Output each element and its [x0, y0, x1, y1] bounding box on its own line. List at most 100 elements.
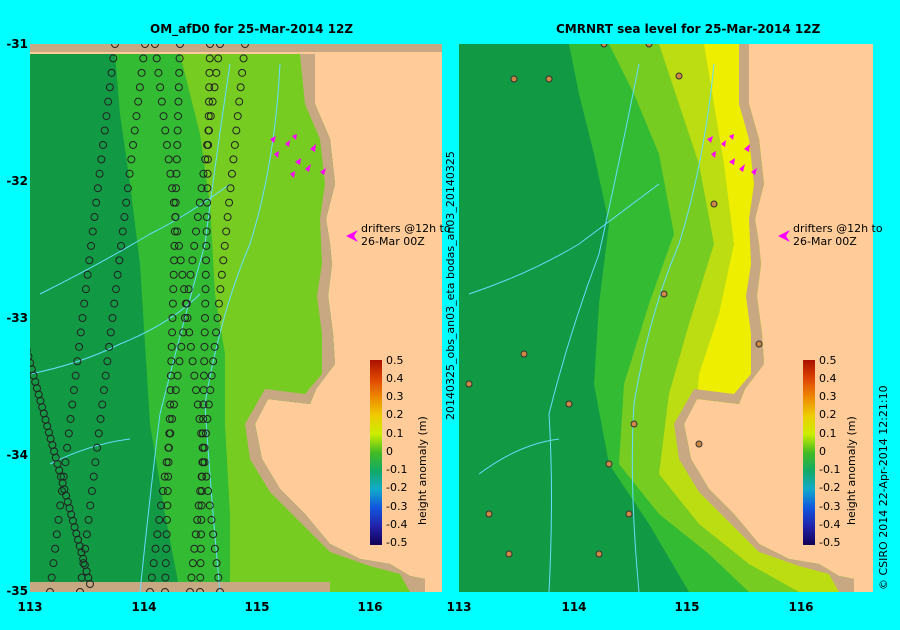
altimeter-obs-marker [68, 400, 77, 409]
altimeter-obs-marker [173, 227, 182, 236]
altimeter-obs-marker [57, 487, 66, 496]
altimeter-obs-marker [214, 54, 223, 63]
altimeter-obs-marker [129, 140, 138, 149]
altimeter-obs-marker [172, 184, 181, 193]
altimeter-obs-marker [199, 414, 208, 423]
altimeter-obs-marker [212, 328, 221, 337]
altimeter-obs-marker [205, 83, 214, 92]
altimeter-obs-marker [75, 342, 84, 351]
altimeter-obs-marker [64, 429, 73, 438]
station-obs-marker [695, 440, 703, 448]
altimeter-obs-marker [47, 573, 56, 582]
altimeter-obs-marker [179, 328, 188, 337]
altimeter-obs-marker [203, 155, 212, 164]
altimeter-obs-marker [157, 97, 166, 106]
altimeter-obs-marker [63, 443, 72, 452]
altimeter-obs-marker [199, 400, 208, 409]
altimeter-obs-marker [176, 44, 184, 48]
altimeter-obs-marker [161, 588, 169, 592]
altimeter-obs-marker [151, 544, 160, 553]
altimeter-obs-marker [177, 342, 186, 351]
left-colorbar [370, 360, 382, 545]
altimeter-obs-marker [207, 371, 216, 380]
altimeter-obs-marker [85, 256, 94, 265]
altimeter-obs-marker [86, 580, 94, 588]
altimeter-obs-marker [122, 198, 131, 207]
altimeter-obs-marker [117, 241, 126, 250]
altimeter-obs-marker [217, 270, 226, 279]
altimeter-obs-marker [203, 140, 212, 149]
altimeter-obs-marker [201, 314, 209, 322]
station-obs-marker [520, 350, 528, 358]
altimeter-obs-marker [188, 256, 197, 265]
altimeter-obs-marker [175, 357, 184, 366]
altimeter-obs-marker [76, 588, 84, 592]
altimeter-obs-marker [201, 285, 210, 294]
altimeter-obs-marker [91, 458, 100, 467]
altimeter-obs-marker [229, 155, 238, 164]
altimeter-obs-marker [105, 342, 114, 351]
altimeter-obs-marker [206, 44, 214, 48]
left-map-panel[interactable] [30, 44, 442, 592]
altimeter-obs-marker [204, 400, 213, 409]
altimeter-obs-marker [141, 44, 149, 48]
altimeter-obs-marker [199, 458, 208, 467]
altimeter-obs-marker [61, 458, 70, 467]
altimeter-obs-marker [98, 400, 107, 409]
altimeter-obs-marker [169, 400, 178, 409]
altimeter-obs-marker [167, 357, 176, 366]
altimeter-obs-marker [190, 241, 199, 250]
altimeter-obs-marker [203, 184, 212, 193]
altimeter-obs-marker [134, 97, 143, 106]
left-map-canvas [30, 44, 442, 592]
altimeter-obs-marker [99, 386, 108, 395]
altimeter-obs-marker [139, 54, 148, 63]
altimeter-obs-marker [110, 299, 119, 308]
altimeter-obs-marker [168, 414, 177, 423]
altimeter-obs-marker [203, 414, 212, 423]
altimeter-obs-marker [162, 140, 171, 149]
altimeter-obs-marker [170, 256, 179, 265]
altimeter-obs-marker [170, 241, 179, 250]
altimeter-obs-marker [100, 126, 109, 135]
altimeter-obs-marker [163, 487, 172, 496]
altimeter-obs-marker [202, 213, 211, 222]
altimeter-obs-marker [109, 54, 118, 63]
altimeter-obs-marker [199, 169, 208, 178]
altimeter-obs-marker [227, 169, 236, 178]
altimeter-obs-marker [171, 213, 180, 222]
altimeter-obs-marker [205, 501, 214, 510]
altimeter-obs-marker [187, 573, 196, 582]
altimeter-obs-marker [155, 515, 164, 524]
altimeter-obs-marker [205, 54, 214, 63]
altimeter-obs-marker [123, 184, 132, 193]
altimeter-obs-marker [87, 241, 96, 250]
altimeter-obs-marker [173, 371, 182, 380]
altimeter-obs-marker [152, 54, 161, 63]
altimeter-obs-marker [171, 198, 180, 207]
x-tick-label: 116 [357, 600, 383, 614]
altimeter-obs-marker [162, 530, 171, 539]
altimeter-obs-marker [197, 184, 206, 193]
station-obs-marker [600, 44, 608, 48]
altimeter-obs-marker [192, 227, 201, 236]
altimeter-obs-marker [154, 68, 163, 77]
altimeter-obs-marker [82, 530, 91, 539]
left-colorbar-label: height anomaly (m) [416, 416, 429, 525]
altimeter-obs-marker [158, 487, 167, 496]
station-obs-marker [505, 550, 513, 558]
altimeter-obs-marker [161, 559, 170, 568]
altimeter-obs-marker [209, 357, 218, 366]
altimeter-obs-marker [201, 429, 210, 438]
altimeter-obs-marker [193, 213, 202, 222]
x-tick-label: 115 [244, 600, 270, 614]
altimeter-obs-marker [149, 559, 158, 568]
altimeter-obs-marker [162, 544, 171, 553]
altimeter-obs-marker [196, 573, 205, 582]
x-tick-label: 116 [788, 600, 814, 614]
altimeter-obs-marker [127, 155, 136, 164]
station-obs-marker [485, 510, 493, 518]
altimeter-obs-marker [162, 458, 171, 467]
altimeter-obs-marker [184, 285, 193, 294]
ocean-anomaly-light [180, 54, 425, 592]
